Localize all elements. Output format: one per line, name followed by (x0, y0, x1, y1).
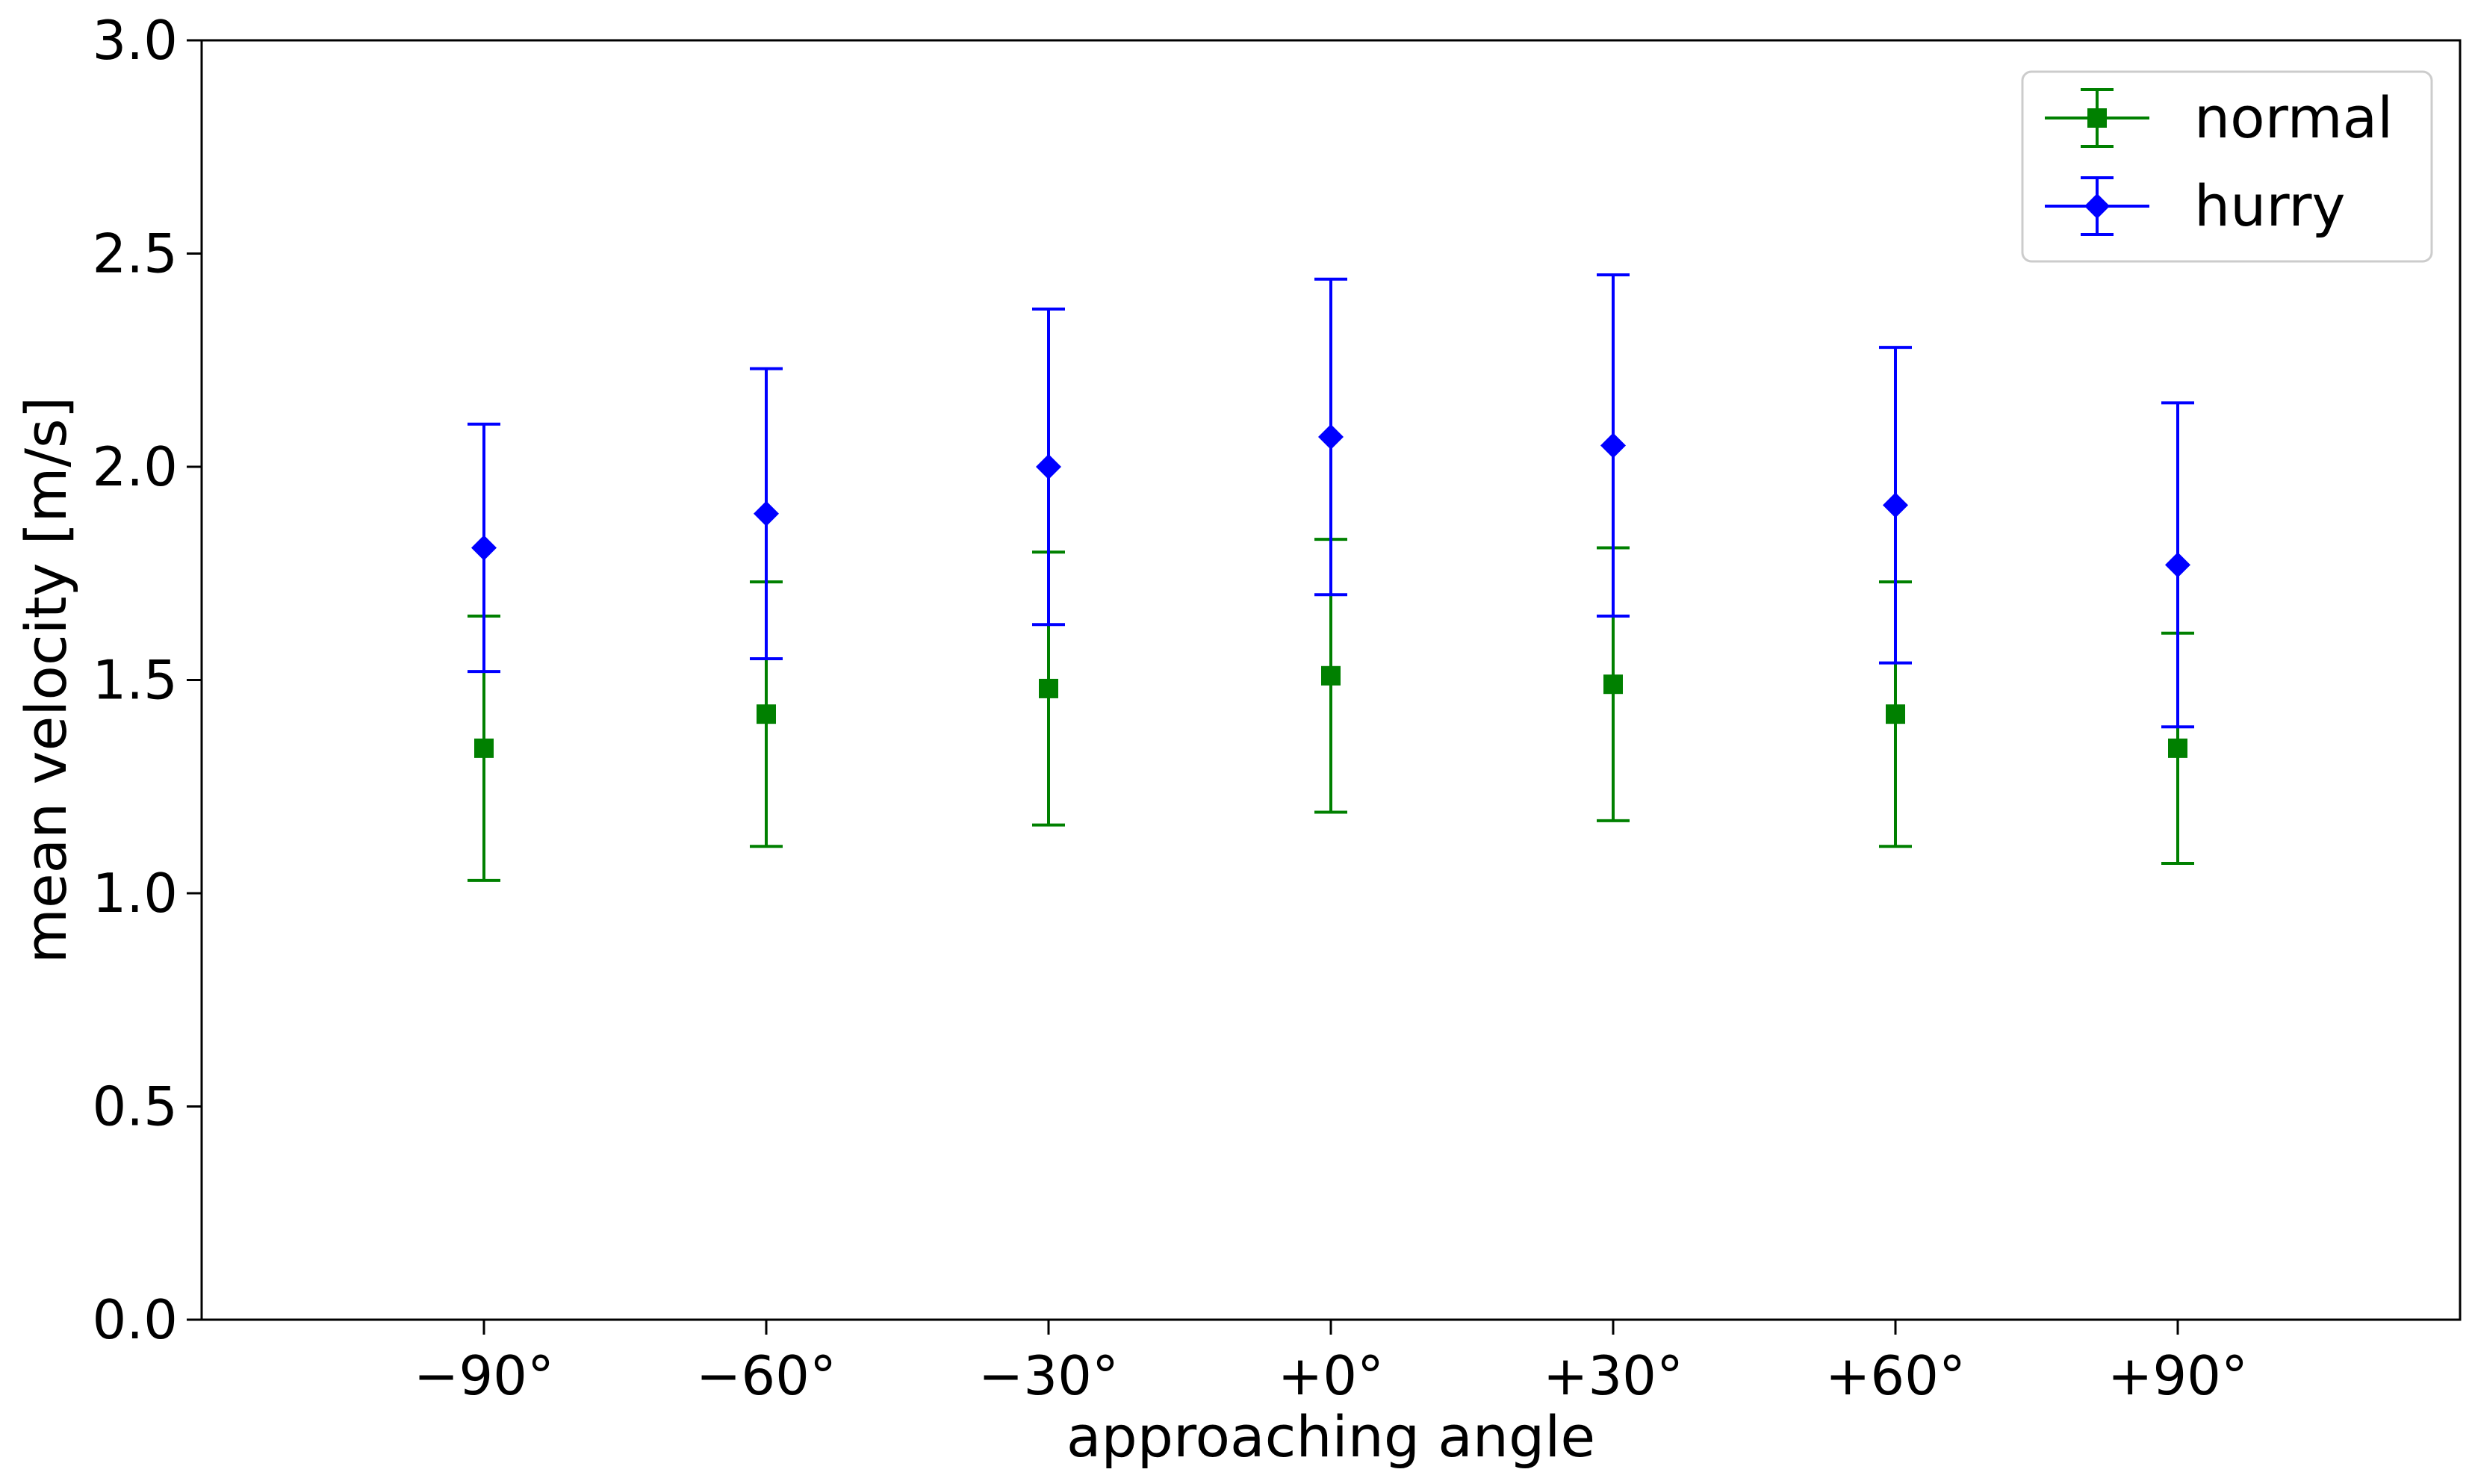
legend: normal hurry (2021, 70, 2433, 263)
data-point (2168, 738, 2187, 758)
data-point (1036, 454, 1061, 479)
y-tick-label: 2.5 (92, 223, 178, 285)
x-tick-label: +0° (1278, 1344, 1384, 1407)
y-tick-label: 0.5 (92, 1075, 178, 1138)
data-point (474, 738, 494, 758)
legend-marker (2084, 193, 2110, 219)
y-tick-label: 2.0 (92, 435, 178, 498)
y-tick-label: 1.5 (92, 649, 178, 712)
data-point (757, 704, 776, 724)
x-tick-label: −30° (978, 1344, 1119, 1407)
data-point (1039, 678, 1058, 698)
x-tick-label: +30° (1543, 1344, 1683, 1407)
legend-label: hurry (2194, 173, 2345, 239)
data-point (1883, 492, 1908, 518)
axes: 0.0 0.5 1.0 1.5 2.0 2.5 3.0 −90° −60° −30° +0° +30°… (92, 9, 2247, 1407)
data-point (1600, 432, 1626, 459)
x-tick-label: −90° (414, 1344, 554, 1407)
legend-item-normal: normal (2045, 84, 2393, 151)
x-tick-label: +90° (2108, 1344, 2248, 1407)
series-hurry (468, 273, 2194, 729)
y-axis-label: mean velocity [m/s] (13, 397, 79, 963)
data-point (1318, 424, 1344, 450)
plot-frame (200, 39, 2462, 1321)
legend-item-hurry: hurry (2045, 173, 2345, 239)
data-point (1886, 704, 1905, 724)
y-tick-label: 0.0 (92, 1288, 178, 1351)
x-tick-label: −60° (696, 1344, 836, 1407)
data-point (1603, 674, 1623, 695)
x-axis-label: approaching angle (1066, 1403, 1595, 1470)
data-point (1321, 665, 1341, 686)
legend-label: normal (2194, 84, 2393, 151)
y-tick-label: 1.0 (92, 862, 178, 925)
x-tick-label: +60° (1825, 1344, 1966, 1407)
plot-area (468, 273, 2194, 882)
legend-marker (2087, 108, 2107, 128)
y-tick-label: 3.0 (92, 9, 178, 72)
data-point (2165, 552, 2190, 578)
data-point (471, 535, 497, 561)
data-point (754, 500, 779, 527)
series-normal (468, 538, 2194, 882)
